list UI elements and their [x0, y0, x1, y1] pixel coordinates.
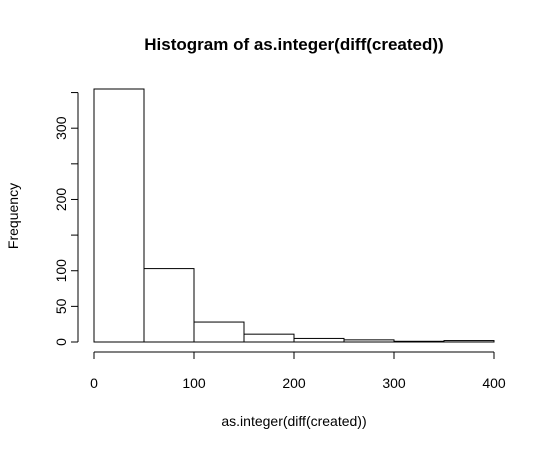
histogram-bar-6 [393, 340, 445, 343]
histogram-bar-3 [243, 333, 295, 343]
chart-title: Histogram of as.integer(diff(created)) [144, 35, 443, 54]
y-tick-label-4: 200 [53, 188, 69, 212]
y-axis-label: Frequency [5, 183, 21, 249]
x-tick-label-4: 400 [482, 375, 506, 391]
y-tick-label-1: 50 [53, 298, 69, 314]
y-tick-label-6: 300 [53, 116, 69, 140]
x-tick-label-3: 300 [382, 375, 406, 391]
y-axis: 0 50 100 200 300 [53, 92, 79, 346]
bars-group [93, 88, 495, 343]
histogram-bar-0 [93, 88, 145, 343]
y-tick-label-0: 0 [53, 338, 69, 346]
y-tick-label-2: 100 [53, 259, 69, 283]
histogram-bar-2 [193, 321, 245, 343]
x-tick-label-0: 0 [90, 375, 98, 391]
x-axis-label: as.integer(diff(created)) [221, 413, 366, 429]
histogram-bar-7 [443, 340, 495, 343]
x-tick-label-1: 100 [182, 375, 206, 391]
x-axis: 0 100 200 300 400 [90, 351, 506, 391]
histogram-bar-1 [143, 268, 195, 343]
histogram-bar-4 [293, 337, 345, 343]
histogram-bar-5 [343, 339, 395, 343]
x-tick-label-2: 200 [282, 375, 306, 391]
